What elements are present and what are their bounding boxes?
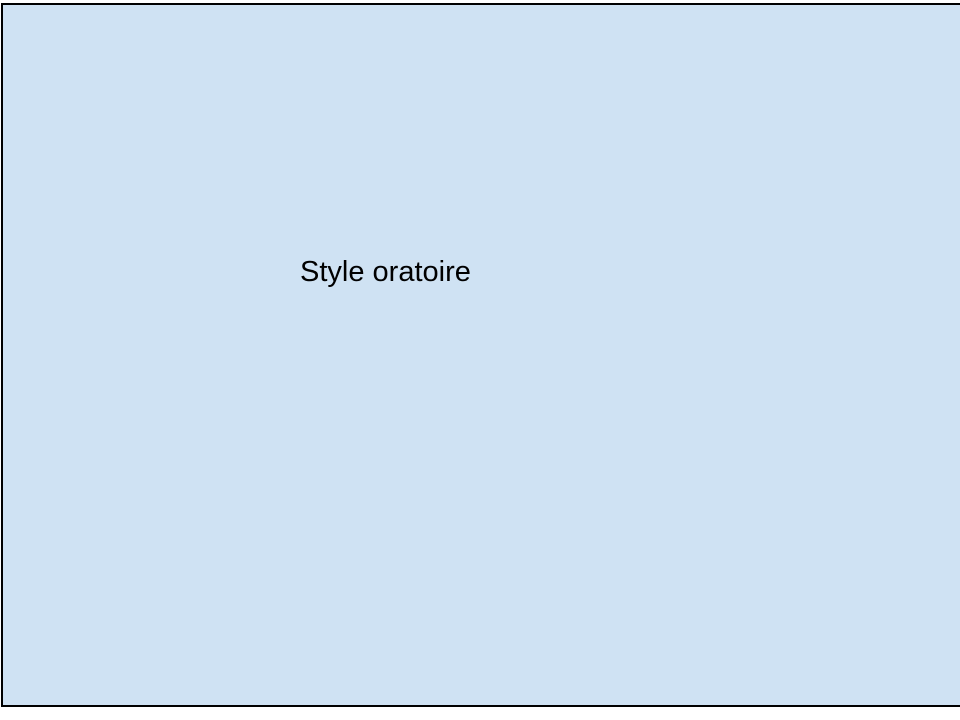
- box-label: Style oratoire: [300, 256, 471, 288]
- diagram-box: Style oratoire: [1, 3, 960, 707]
